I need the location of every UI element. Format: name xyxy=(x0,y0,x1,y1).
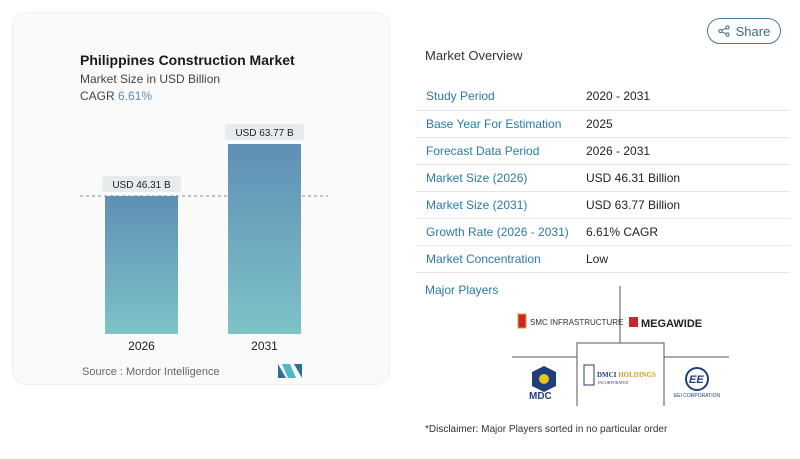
major-players-label: Major Players xyxy=(425,283,499,297)
megawide-logo: MEGAWIDE xyxy=(629,317,702,330)
row-value: 2026 - 2031 xyxy=(586,137,790,165)
mdc-logo: MDC xyxy=(529,366,556,402)
bar-chart: USD 46.31 B 2026 USD 63.77 B 2031 xyxy=(80,124,328,353)
row-label: Market Concentration xyxy=(416,245,586,273)
chart-title: Philippines Construction Market xyxy=(80,52,295,68)
market-size-card xyxy=(12,12,390,385)
overview-row: Growth Rate (2026 - 2031) 6.61% CAGR xyxy=(416,218,790,246)
svg-text:DMCI HOLDINGS: DMCI HOLDINGS xyxy=(597,371,656,379)
overview-row: Market Concentration Low xyxy=(416,245,790,273)
row-label: Forecast Data Period xyxy=(416,137,586,165)
share-button[interactable]: Share xyxy=(707,18,781,44)
overview-row: Market Size (2031) USD 63.77 Billion xyxy=(416,191,790,219)
overview-row: Market Size (2026) USD 46.31 Billion xyxy=(416,164,790,192)
source-text: Source : Mordor Intelligence xyxy=(82,366,220,378)
overview-row: Forecast Data Period 2026 - 2031 xyxy=(416,137,790,165)
overview-row: Base Year For Estimation 2025 xyxy=(416,110,790,138)
dmci-holdings-logo: DMCI HOLDINGS INCORPORATED xyxy=(583,364,656,386)
svg-text:MDC: MDC xyxy=(529,391,552,402)
row-value: 2025 xyxy=(586,110,790,138)
data-label: USD 46.31 B xyxy=(112,180,171,191)
row-label: Growth Rate (2026 - 2031) xyxy=(416,218,586,246)
cagr-text: CAGR 6.61% xyxy=(80,89,152,103)
x-tick-label: 2026 xyxy=(128,339,155,353)
svg-text:MEGAWIDE: MEGAWIDE xyxy=(641,318,702,330)
data-label: USD 63.77 B xyxy=(235,128,294,139)
svg-text:SMC INFRASTRUCTURE: SMC INFRASTRUCTURE xyxy=(530,318,623,327)
cagr-label: CAGR xyxy=(80,89,115,103)
eei-corporation-logo: EE xyxy=(685,367,709,391)
disclaimer: *Disclaimer: Major Players sorted in no … xyxy=(425,424,668,435)
row-value: USD 46.31 Billion xyxy=(586,164,790,192)
row-value: USD 63.77 Billion xyxy=(586,191,790,219)
svg-text:EE: EE xyxy=(689,374,704,386)
row-label: Base Year For Estimation xyxy=(416,110,586,138)
share-label: Share xyxy=(735,23,771,39)
row-label: Market Size (2026) xyxy=(416,164,586,192)
row-value: 6.61% CAGR xyxy=(586,218,790,246)
overview-table: Study Period 2020 - 2031 Base Year For Est… xyxy=(416,83,790,273)
smc-infrastructure-logo: SMC INFRASTRUCTURE xyxy=(517,313,623,329)
share-icon xyxy=(718,25,730,37)
overview-row: Study Period 2020 - 2031 xyxy=(416,83,790,111)
bar-2026 xyxy=(105,196,178,334)
eei-corporation-caption: EEI CORPORATION xyxy=(673,393,721,399)
data-label-bg xyxy=(225,124,304,140)
data-label-bg xyxy=(102,176,181,193)
svg-text:INCORPORATED: INCORPORATED xyxy=(598,380,629,385)
row-label: Study Period xyxy=(416,83,586,111)
chart-subtitle: Market Size in USD Billion xyxy=(80,72,221,86)
overview-title: Market Overview xyxy=(425,48,523,63)
x-tick-label: 2031 xyxy=(251,339,278,353)
row-value: Low xyxy=(586,245,790,273)
bar-2031 xyxy=(228,144,301,334)
cagr-value: 6.61% xyxy=(118,89,153,103)
mordor-logo-icon xyxy=(278,364,302,378)
row-value: 2020 - 2031 xyxy=(586,83,790,111)
row-label: Market Size (2031) xyxy=(416,191,586,219)
